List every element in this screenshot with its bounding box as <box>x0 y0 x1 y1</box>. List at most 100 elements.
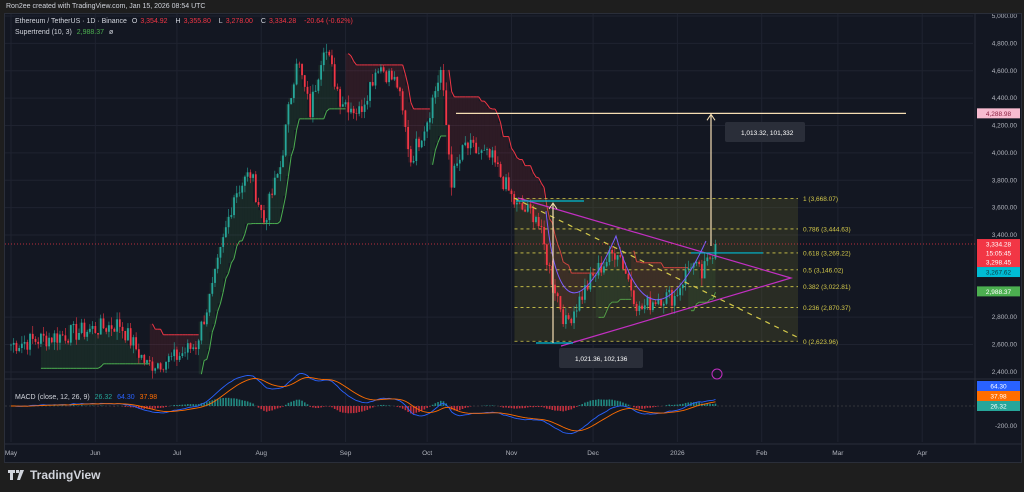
tradingview-logo[interactable]: TradingView <box>8 468 100 482</box>
macd-histogram-bar <box>162 406 165 408</box>
macd-histogram-bar <box>358 406 360 413</box>
supertrend-line <box>296 118 300 131</box>
macd-histogram-bar <box>132 406 135 408</box>
candle-body <box>132 337 135 346</box>
macd-histogram-bar <box>456 406 458 411</box>
macd-histogram-bar <box>352 406 355 414</box>
signal-badge: 37.98 <box>990 394 1007 401</box>
supertrend-line <box>511 147 515 153</box>
supertrend-line <box>233 246 238 259</box>
supertrend-fill <box>274 174 278 224</box>
candle-body <box>208 293 211 313</box>
candle-body <box>407 126 410 150</box>
supertrend-fill <box>204 312 207 360</box>
supertrend-fill <box>269 194 273 224</box>
macd-histogram-bar <box>361 406 363 412</box>
supertrend-fill <box>701 261 705 303</box>
supertrend-fill <box>383 64 387 83</box>
supertrend-fill <box>508 148 512 195</box>
macd-histogram-bar <box>314 406 317 409</box>
time-tick-label: May <box>5 450 18 457</box>
symbol-name: Ethereum / TetherUS · 1D · Binance <box>15 18 127 25</box>
candle-body <box>219 246 222 258</box>
supertrend-fill <box>163 334 167 362</box>
candle-body <box>295 63 298 85</box>
candle-body <box>603 266 605 273</box>
supertrend-fill <box>114 319 118 364</box>
candle-body <box>632 290 635 304</box>
supertrend-line <box>451 91 455 98</box>
candle-body <box>399 87 401 92</box>
macd-histogram-bar <box>622 402 624 406</box>
candle-body <box>690 267 692 269</box>
candle-body <box>507 177 510 191</box>
supertrend-visibility-icon[interactable]: ø <box>108 29 114 36</box>
supertrend-fill <box>535 177 539 227</box>
supertrend-fill <box>215 257 218 312</box>
chart-pane[interactable]: 5,000.00 4,800.00 4,600.00 4,400.00 4,200.00… <box>4 13 1022 463</box>
macd-histogram-bar <box>410 406 412 414</box>
candle-body <box>456 163 458 166</box>
supertrend-badge-bg <box>977 286 1020 297</box>
supertrend-fill <box>111 331 115 364</box>
macd-histogram-bar <box>219 398 222 406</box>
supertrend-line <box>538 177 542 184</box>
candle-body <box>600 262 603 273</box>
supertrend-fill <box>258 210 262 224</box>
candle-body <box>200 321 203 341</box>
supertrend-fill <box>658 262 662 306</box>
candle-body <box>559 296 562 310</box>
supertrend-fill <box>525 165 528 205</box>
supertrend-line <box>530 165 534 173</box>
supertrend-fill <box>157 329 161 370</box>
supertrend-fill <box>261 222 264 224</box>
candle-body <box>91 325 94 329</box>
supertrend-fill <box>642 262 645 306</box>
supertrend-line <box>290 147 295 157</box>
time-tick-label: Mar <box>832 450 844 457</box>
macd-histogram-bar <box>567 406 570 411</box>
supertrend-fill <box>193 334 196 350</box>
supertrend-fill <box>98 318 101 367</box>
supertrend-fill <box>451 96 455 166</box>
candle-body <box>532 208 535 223</box>
supertrend-line <box>500 122 504 137</box>
candle-body <box>619 255 622 257</box>
supertrend-line <box>508 136 512 149</box>
time-tick-label: Aug <box>255 450 267 457</box>
supertrend-fill <box>696 264 700 303</box>
supertrend-fill <box>712 244 716 293</box>
macd-histogram-bar <box>214 399 216 406</box>
price-tick-label: 2,800.00 <box>992 314 1018 321</box>
supertrend-fill <box>677 267 681 289</box>
macd-histogram-bar <box>527 406 529 408</box>
supertrend-fill <box>462 96 466 143</box>
supertrend-line <box>489 107 493 110</box>
supertrend-fill <box>100 328 104 364</box>
supertrend-fill <box>699 278 702 303</box>
macd-histogram-bar <box>665 405 668 406</box>
candle-body <box>328 51 331 56</box>
supertrend-legend[interactable]: Supertrend (10, 3) 2,988.37 ø <box>15 29 116 36</box>
candle-body <box>279 167 282 175</box>
supertrend-fill <box>454 96 458 164</box>
supertrend-fill <box>285 104 289 177</box>
price-chart[interactable]: 5,000.00 4,800.00 4,600.00 4,400.00 4,200.00… <box>5 14 1021 462</box>
macd-histogram-bar <box>178 404 181 406</box>
supertrend-fill <box>244 172 248 224</box>
fib-level-label: 1 (3,668.07) <box>803 196 838 203</box>
macd-legend[interactable]: MACD (close, 12, 26, 9) 26.32 64.30 37.9… <box>15 394 160 401</box>
symbol-legend: Ethereum / TetherUS · 1D · Binance O 3,35… <box>15 18 356 25</box>
macd-histogram-bar <box>192 404 195 406</box>
candle-body <box>350 108 352 113</box>
supertrend-line <box>478 96 482 102</box>
candle-body <box>118 319 121 327</box>
candle-body <box>445 90 448 125</box>
supertrend-fill <box>576 273 580 297</box>
high-value: 3,355.80 <box>183 18 211 25</box>
macd-histogram-bar <box>507 406 510 408</box>
candle-body <box>176 349 178 360</box>
macd-histogram-bar <box>491 405 494 406</box>
macd-tick-label: -200.00 <box>995 423 1017 430</box>
candle-body <box>320 65 322 80</box>
